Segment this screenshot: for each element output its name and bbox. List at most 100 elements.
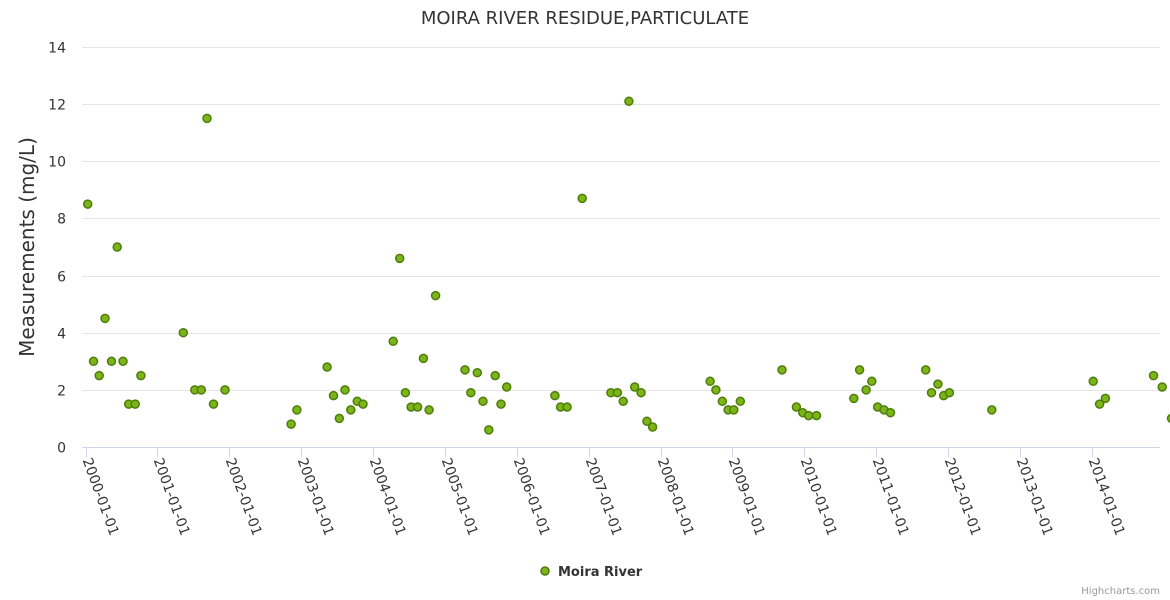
data-point[interactable]: [130, 399, 140, 409]
data-point[interactable]: [328, 390, 339, 401]
data-point[interactable]: [430, 290, 441, 301]
y-tick-label: 10: [48, 155, 66, 171]
x-tick-label: 2009-01-01: [725, 456, 768, 538]
data-point[interactable]: [196, 385, 207, 395]
data-point[interactable]: [424, 405, 434, 415]
data-point[interactable]: [340, 385, 350, 395]
data-point[interactable]: [562, 402, 572, 412]
data-point[interactable]: [286, 419, 296, 429]
data-point[interactable]: [803, 410, 814, 421]
data-point[interactable]: [178, 327, 189, 338]
x-tick-label: 2005-01-01: [438, 456, 481, 538]
data-point[interactable]: [777, 365, 787, 375]
data-point[interactable]: [358, 399, 368, 409]
data-point[interactable]: [612, 387, 623, 398]
chart-title: MOIRA RIVER RESIDUE,PARTICULATE: [421, 8, 749, 29]
x-tick-label: 2001-01-01: [150, 456, 193, 538]
y-tick-label: 6: [57, 270, 66, 286]
data-point[interactable]: [106, 356, 117, 367]
data-point[interactable]: [624, 96, 634, 107]
x-tick-label: 2002-01-01: [222, 456, 265, 538]
data-point[interactable]: [944, 387, 955, 398]
data-point[interactable]: [791, 402, 802, 412]
data-point[interactable]: [849, 393, 859, 404]
data-point[interactable]: [885, 407, 896, 418]
data-point[interactable]: [136, 370, 146, 381]
gridlines: [82, 47, 1160, 391]
y-tick-label: 8: [57, 212, 66, 228]
x-tick-label: 2010-01-01: [797, 456, 840, 538]
data-point[interactable]: [220, 385, 230, 395]
y-axis-label: Measurements (mg/L): [15, 137, 39, 357]
data-point[interactable]: [577, 193, 587, 204]
data-point[interactable]: [478, 396, 488, 407]
data-point[interactable]: [484, 425, 494, 435]
data-point[interactable]: [705, 376, 715, 387]
data-point[interactable]: [202, 113, 212, 124]
x-tick-label: 2014-01-01: [1085, 456, 1128, 538]
data-point[interactable]: [292, 405, 302, 415]
data-point[interactable]: [729, 405, 739, 415]
data-point[interactable]: [496, 399, 506, 409]
data-point[interactable]: [82, 199, 93, 209]
y-axis-ticks: 0 2 4 6 8 10 12 14: [48, 41, 66, 457]
y-tick-label: 4: [57, 327, 66, 343]
series-moira-river[interactable]: [82, 96, 1170, 435]
data-point[interactable]: [933, 379, 943, 389]
data-point[interactable]: [118, 356, 128, 367]
data-point[interactable]: [418, 353, 429, 364]
data-point[interactable]: [926, 387, 937, 398]
credits-link[interactable]: Highcharts.com: [1081, 586, 1160, 597]
data-point[interactable]: [88, 356, 99, 367]
data-point[interactable]: [811, 410, 822, 421]
data-point[interactable]: [472, 367, 483, 378]
data-point[interactable]: [394, 253, 405, 264]
data-point[interactable]: [466, 387, 476, 398]
data-point[interactable]: [629, 382, 640, 392]
legend-label[interactable]: Moira River: [558, 565, 643, 580]
data-point[interactable]: [208, 399, 219, 409]
data-point[interactable]: [647, 422, 658, 432]
data-point[interactable]: [618, 396, 628, 407]
x-tick-label: 2006-01-01: [510, 456, 553, 538]
y-tick-label: 2: [57, 384, 66, 400]
data-point[interactable]: [920, 365, 931, 375]
data-point[interactable]: [460, 365, 470, 375]
data-point[interactable]: [642, 416, 652, 427]
x-tick-label: 2013-01-01: [1013, 456, 1056, 538]
data-point[interactable]: [412, 402, 423, 412]
data-point[interactable]: [501, 382, 512, 392]
x-tick-label: 2012-01-01: [941, 456, 984, 538]
data-point[interactable]: [322, 362, 332, 372]
x-tick-label: 2000-01-01: [79, 456, 122, 538]
data-point[interactable]: [388, 336, 398, 347]
data-point[interactable]: [1157, 382, 1167, 392]
data-point[interactable]: [717, 396, 728, 407]
y-tick-label: 0: [57, 441, 66, 457]
data-point[interactable]: [400, 387, 411, 398]
data-point[interactable]: [1166, 413, 1170, 423]
x-tick-label: 2007-01-01: [582, 456, 625, 538]
data-point[interactable]: [490, 370, 500, 381]
data-point[interactable]: [1100, 393, 1111, 404]
data-point[interactable]: [867, 376, 877, 387]
data-point[interactable]: [711, 385, 721, 395]
data-point[interactable]: [1094, 399, 1105, 409]
data-point[interactable]: [735, 396, 746, 407]
data-point[interactable]: [854, 365, 865, 375]
data-point[interactable]: [1088, 376, 1098, 387]
x-tick-label: 2003-01-01: [294, 456, 337, 538]
data-point[interactable]: [112, 242, 122, 252]
data-point[interactable]: [550, 390, 560, 401]
data-point[interactable]: [861, 385, 871, 395]
data-point[interactable]: [94, 370, 104, 381]
data-point[interactable]: [636, 387, 646, 398]
data-point[interactable]: [100, 313, 110, 324]
legend[interactable]: Moira River: [540, 565, 643, 580]
y-tick-label: 14: [48, 41, 66, 57]
data-point[interactable]: [346, 405, 356, 415]
data-point[interactable]: [1148, 370, 1159, 381]
data-point[interactable]: [334, 413, 345, 424]
data-point[interactable]: [987, 405, 997, 415]
